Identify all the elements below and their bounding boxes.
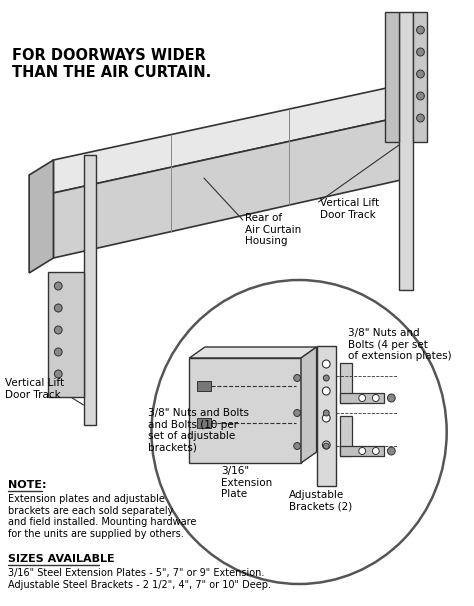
Polygon shape [84,155,96,425]
Text: Vertical Lift
Door Track: Vertical Lift Door Track [320,198,380,219]
Polygon shape [413,12,427,142]
Circle shape [294,375,301,382]
Text: Adjustable
Brackets (2): Adjustable Brackets (2) [289,490,353,511]
Polygon shape [301,347,317,463]
Polygon shape [197,381,211,391]
Text: Extension plates and adjustable
brackets are each sold separately
and field inst: Extension plates and adjustable brackets… [8,494,196,539]
Polygon shape [189,347,317,358]
Circle shape [322,441,330,449]
Circle shape [294,410,301,416]
Circle shape [322,387,330,395]
Circle shape [387,394,395,402]
Circle shape [359,447,365,454]
Text: FOR DOORWAYS WIDER
THAN THE AIR CURTAIN.: FOR DOORWAYS WIDER THAN THE AIR CURTAIN. [12,48,211,81]
Circle shape [359,395,365,402]
Text: NOTE:: NOTE: [8,480,46,490]
Circle shape [55,326,62,334]
Text: 3/8" Nuts and
Bolts (4 per set
of extension plates): 3/8" Nuts and Bolts (4 per set of extens… [347,328,451,361]
Circle shape [323,410,329,416]
Circle shape [417,26,424,34]
Polygon shape [47,272,84,397]
Text: SIZES AVAILABLE: SIZES AVAILABLE [8,554,114,564]
Text: 3/16" Steel Extension Plates - 5", 7" or 9" Extension.
Adjustable Steel Brackets: 3/16" Steel Extension Plates - 5", 7" or… [8,568,271,590]
Circle shape [417,114,424,122]
Circle shape [373,395,379,402]
Circle shape [417,70,424,78]
Circle shape [373,447,379,454]
Text: 3/16"
Extension
Plate: 3/16" Extension Plate [221,466,273,499]
Circle shape [55,304,62,312]
Polygon shape [340,393,383,403]
Text: 3/8" Nuts and Bolts
and Bolts (10 per
set of adjustable
brackets): 3/8" Nuts and Bolts and Bolts (10 per se… [147,408,248,453]
Polygon shape [399,12,413,290]
Circle shape [322,360,330,368]
Text: Rear of
Air Curtain
Housing: Rear of Air Curtain Housing [245,213,301,246]
Circle shape [152,280,447,584]
Circle shape [55,370,62,378]
Text: Vertical Lift
Door Track: Vertical Lift Door Track [5,378,64,399]
Polygon shape [54,115,410,258]
Polygon shape [340,446,383,456]
Circle shape [417,92,424,100]
Polygon shape [317,346,336,486]
Polygon shape [189,358,301,463]
Polygon shape [384,12,399,142]
Polygon shape [340,363,353,403]
Circle shape [294,442,301,450]
Polygon shape [29,160,54,273]
Circle shape [323,375,329,381]
Circle shape [417,48,424,56]
Circle shape [55,282,62,290]
Polygon shape [197,418,211,428]
Circle shape [387,447,395,455]
Circle shape [323,443,329,449]
Polygon shape [54,83,410,193]
Circle shape [55,348,62,356]
Circle shape [322,414,330,422]
Polygon shape [340,416,353,456]
